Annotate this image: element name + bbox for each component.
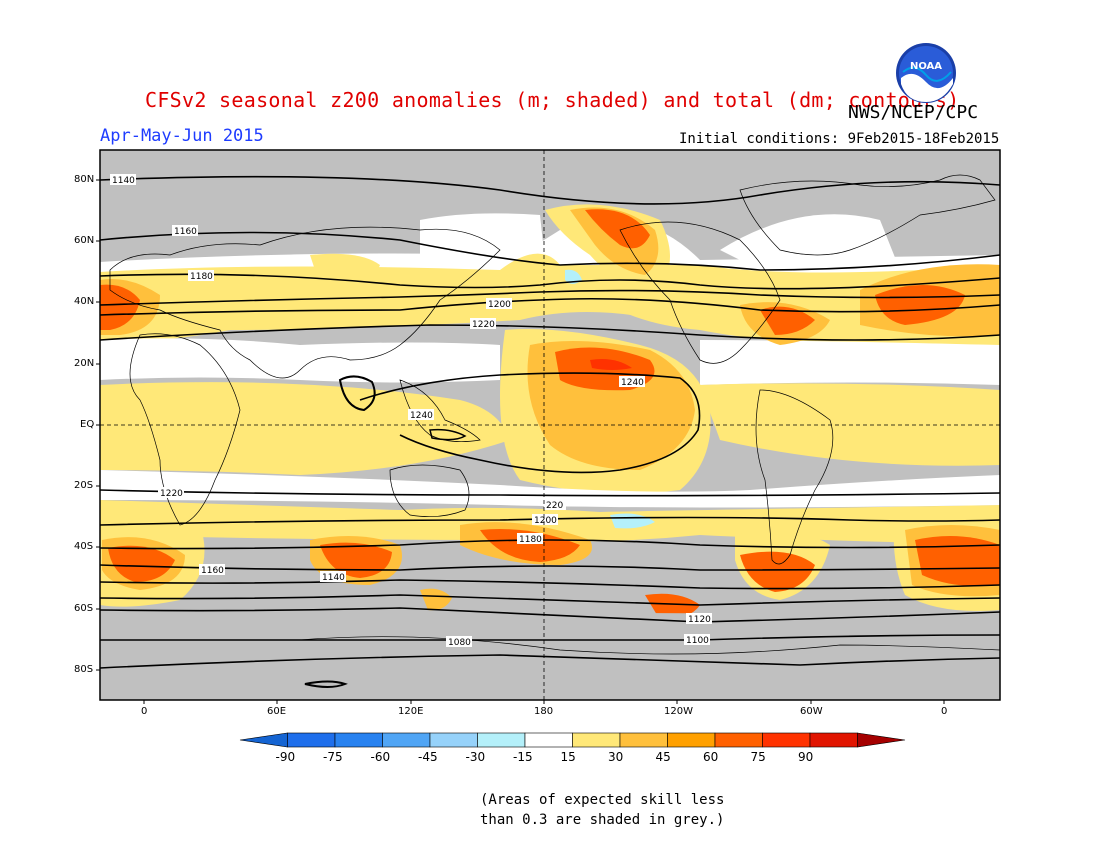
lon-label: 60W (800, 706, 823, 717)
svg-text:1240: 1240 (410, 411, 433, 421)
svg-text:1200: 1200 (534, 516, 557, 526)
lat-label: 20N (74, 358, 95, 369)
svg-text:1120: 1120 (688, 615, 711, 625)
lon-label: 0 (141, 706, 148, 717)
lat-label: 40S (74, 541, 94, 552)
map-title: CFSv2 seasonal z200 anomalies (m; shaded… (145, 88, 960, 112)
lat-label: 40N (74, 296, 95, 307)
svg-text:1180: 1180 (519, 535, 542, 545)
initial-conditions: Initial conditions: 9Feb2015-18Feb2015 (679, 131, 1000, 147)
colorbar-label: -15 (513, 750, 533, 764)
season-label: Apr-May-Jun 2015 (100, 126, 264, 146)
lat-label: 60N (74, 235, 95, 246)
svg-text:1200: 1200 (488, 300, 511, 310)
contour-label: 1220 (470, 318, 496, 330)
svg-text:1180: 1180 (190, 272, 213, 282)
colorbar-label: 90 (798, 750, 814, 764)
lon-label: 120E (398, 706, 424, 717)
svg-text:220: 220 (546, 501, 563, 511)
lon-label: 0 (941, 706, 948, 717)
svg-text:1140: 1140 (322, 573, 345, 583)
noaa-logo-icon: NOAA (896, 43, 956, 103)
lon-label: 120W (664, 706, 693, 717)
contour-label: 1180 (188, 270, 214, 282)
lon-label: 180 (534, 706, 554, 717)
contour-label: 1240 (619, 376, 645, 388)
svg-text:1160: 1160 (201, 566, 224, 576)
contour-label: 220 (544, 499, 566, 511)
lat-label: EQ (80, 419, 95, 430)
lat-label: 80N (74, 174, 95, 185)
lat-label: 80S (74, 664, 94, 675)
colorbar-label: 60 (703, 750, 719, 764)
colorbar-label: -60 (370, 750, 391, 764)
svg-text:1240: 1240 (621, 378, 644, 388)
svg-text:1220: 1220 (472, 320, 495, 330)
contour-label: 1240 (408, 409, 434, 421)
skill-note-line2: than 0.3 are shaded in grey.) (480, 812, 725, 828)
skill-note-line1: (Areas of expected skill less (480, 792, 725, 808)
svg-text:1160: 1160 (174, 227, 197, 237)
contour-label: 1200 (532, 514, 558, 526)
logo-text: NOAA (910, 61, 942, 72)
contour-label: 1080 (446, 636, 472, 648)
contour-label: 1160 (199, 564, 225, 576)
lon-label: 60E (267, 706, 287, 717)
contour-label: 1180 (517, 533, 543, 545)
svg-text:1080: 1080 (448, 638, 471, 648)
contour-label: 1120 (686, 613, 712, 625)
contour-label: 1200 (486, 298, 512, 310)
colorbar-label: 30 (608, 750, 624, 764)
svg-text:1100: 1100 (686, 636, 709, 646)
agency-label: NWS/NCEP/CPC (848, 102, 979, 123)
colorbar-label: -90 (275, 750, 296, 764)
contour-label: 1220 (158, 487, 184, 499)
svg-text:1140: 1140 (112, 176, 135, 186)
colorbar-label: -45 (418, 750, 438, 764)
contour-label: 1160 (172, 225, 198, 237)
contour-label: 1140 (320, 571, 346, 583)
lat-label: 20S (74, 480, 94, 491)
colorbar-label: 45 (655, 750, 671, 764)
contour-label: 1140 (110, 174, 136, 186)
colorbar-label: 15 (560, 750, 576, 764)
lat-label: 60S (74, 603, 94, 614)
svg-text:1220: 1220 (160, 489, 183, 499)
colorbar-label: 75 (750, 750, 766, 764)
colorbar-label: -30 (465, 750, 486, 764)
contour-label: 1100 (684, 634, 710, 646)
colorbar-label: -75 (323, 750, 343, 764)
